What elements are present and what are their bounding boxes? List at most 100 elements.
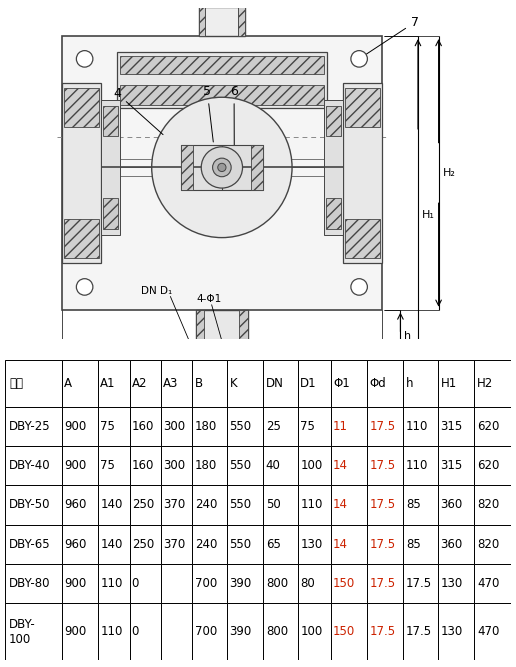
Text: 300: 300 bbox=[163, 459, 185, 472]
Text: 140: 140 bbox=[100, 538, 123, 551]
Text: 900: 900 bbox=[64, 625, 87, 638]
Text: DBY-25: DBY-25 bbox=[9, 420, 51, 433]
Text: 100: 100 bbox=[300, 459, 322, 472]
Text: 75: 75 bbox=[100, 459, 115, 472]
Circle shape bbox=[351, 51, 367, 67]
Text: 550: 550 bbox=[230, 420, 252, 433]
Bar bbox=[130, 446, 161, 486]
Bar bbox=[474, 524, 511, 564]
Bar bbox=[367, 486, 404, 524]
Text: 140: 140 bbox=[100, 498, 123, 512]
Text: 14: 14 bbox=[333, 498, 348, 512]
Bar bbox=[263, 564, 298, 603]
Text: 800: 800 bbox=[266, 625, 288, 638]
Circle shape bbox=[201, 147, 243, 188]
Bar bbox=[331, 486, 367, 524]
Text: 800: 800 bbox=[266, 577, 288, 590]
Bar bbox=[331, 564, 367, 603]
Text: 315: 315 bbox=[441, 420, 463, 433]
Bar bbox=[298, 486, 331, 524]
Text: 65: 65 bbox=[266, 538, 281, 551]
Circle shape bbox=[152, 97, 292, 237]
Bar bbox=[244, 349, 258, 364]
Text: 240: 240 bbox=[195, 498, 217, 512]
Bar bbox=[367, 407, 404, 446]
Bar bbox=[101, 125, 117, 149]
Text: 100: 100 bbox=[300, 625, 322, 638]
Text: 85: 85 bbox=[406, 498, 421, 512]
Bar bbox=[263, 524, 298, 564]
Bar bbox=[192, 407, 227, 446]
Text: 550: 550 bbox=[230, 538, 252, 551]
Text: 型號: 型號 bbox=[9, 377, 23, 390]
Text: 14: 14 bbox=[333, 459, 348, 472]
Bar bbox=[227, 486, 263, 524]
Bar bbox=[5, 360, 62, 407]
Bar bbox=[331, 524, 367, 564]
Bar bbox=[192, 524, 227, 564]
Text: 960: 960 bbox=[64, 538, 87, 551]
Bar bbox=[103, 198, 118, 229]
Text: H1: H1 bbox=[441, 377, 457, 390]
Text: 17.5: 17.5 bbox=[406, 625, 432, 638]
Bar bbox=[298, 446, 331, 486]
Bar bbox=[62, 603, 98, 660]
Circle shape bbox=[213, 158, 231, 177]
Bar bbox=[117, 51, 327, 109]
Text: 315: 315 bbox=[441, 459, 463, 472]
Bar bbox=[161, 603, 192, 660]
Bar bbox=[263, 407, 298, 446]
Text: 300: 300 bbox=[163, 420, 185, 433]
Text: 110: 110 bbox=[406, 420, 428, 433]
Bar bbox=[199, 7, 205, 36]
Text: K: K bbox=[218, 380, 226, 394]
Bar bbox=[238, 7, 245, 36]
Bar bbox=[64, 88, 99, 127]
Text: 550: 550 bbox=[230, 459, 252, 472]
Text: Φ1: Φ1 bbox=[333, 377, 350, 390]
Text: A: A bbox=[64, 377, 72, 390]
Bar bbox=[298, 524, 331, 564]
Bar bbox=[62, 564, 98, 603]
Bar bbox=[324, 100, 343, 235]
Text: 110: 110 bbox=[406, 459, 428, 472]
Bar bbox=[474, 603, 511, 660]
Bar bbox=[326, 198, 341, 229]
Bar bbox=[227, 360, 263, 407]
Bar bbox=[239, 309, 248, 349]
Bar bbox=[64, 219, 99, 258]
Bar bbox=[438, 564, 474, 603]
Bar bbox=[130, 603, 161, 660]
Text: 360: 360 bbox=[441, 498, 463, 512]
Text: 700: 700 bbox=[195, 625, 217, 638]
Bar bbox=[331, 360, 367, 407]
Text: A2: A2 bbox=[132, 377, 147, 390]
Bar bbox=[199, 7, 245, 36]
Bar bbox=[331, 603, 367, 660]
Bar bbox=[62, 360, 98, 407]
Bar bbox=[161, 360, 192, 407]
Bar bbox=[326, 105, 341, 137]
Bar bbox=[5, 564, 62, 603]
Text: 17.5: 17.5 bbox=[369, 420, 396, 433]
Text: A3: A3 bbox=[163, 377, 179, 390]
Text: 85: 85 bbox=[406, 538, 421, 551]
Bar bbox=[130, 407, 161, 446]
Bar bbox=[251, 145, 263, 190]
Text: D1: D1 bbox=[300, 377, 317, 390]
Bar bbox=[161, 446, 192, 486]
Bar bbox=[192, 360, 227, 407]
Bar bbox=[367, 360, 404, 407]
Bar bbox=[345, 88, 380, 127]
Text: 6: 6 bbox=[230, 85, 238, 146]
Bar bbox=[62, 446, 98, 486]
Text: 5: 5 bbox=[203, 85, 213, 142]
Text: 390: 390 bbox=[230, 577, 252, 590]
Bar bbox=[438, 486, 474, 524]
Text: K: K bbox=[230, 377, 237, 390]
Circle shape bbox=[76, 279, 93, 295]
Bar bbox=[343, 83, 382, 263]
Text: 25: 25 bbox=[266, 420, 281, 433]
Text: 17.5: 17.5 bbox=[369, 625, 396, 638]
Bar bbox=[474, 564, 511, 603]
